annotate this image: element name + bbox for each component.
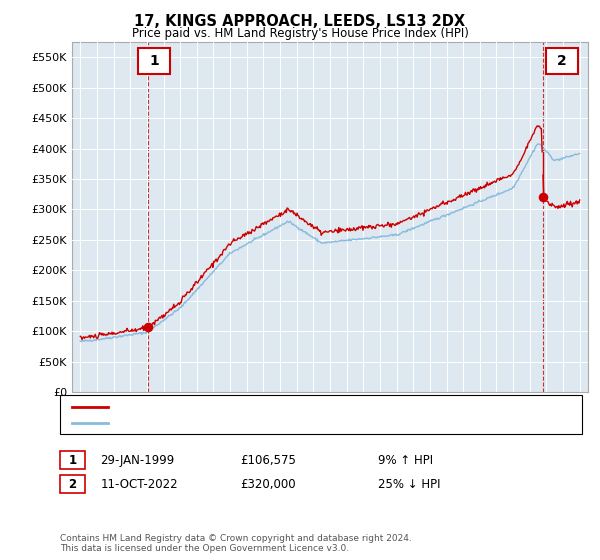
Text: 17, KINGS APPROACH, LEEDS, LS13 2DX: 17, KINGS APPROACH, LEEDS, LS13 2DX bbox=[134, 14, 466, 29]
Point bbox=[538, 193, 548, 202]
Point bbox=[143, 323, 153, 332]
Text: HPI: Average price, detached house, Leeds: HPI: Average price, detached house, Leed… bbox=[114, 418, 353, 428]
Text: Contains HM Land Registry data © Crown copyright and database right 2024.
This d: Contains HM Land Registry data © Crown c… bbox=[60, 534, 412, 553]
Text: 17, KINGS APPROACH, LEEDS, LS13 2DX (detached house): 17, KINGS APPROACH, LEEDS, LS13 2DX (det… bbox=[114, 402, 440, 412]
Text: 25% ↓ HPI: 25% ↓ HPI bbox=[378, 478, 440, 491]
Text: 9% ↑ HPI: 9% ↑ HPI bbox=[378, 454, 433, 467]
Text: £320,000: £320,000 bbox=[240, 478, 296, 491]
Text: £106,575: £106,575 bbox=[240, 454, 296, 467]
Text: 29-JAN-1999: 29-JAN-1999 bbox=[100, 454, 175, 467]
Text: 2: 2 bbox=[557, 54, 567, 68]
Text: 11-OCT-2022: 11-OCT-2022 bbox=[100, 478, 178, 491]
Text: 1: 1 bbox=[68, 454, 77, 467]
Text: 1: 1 bbox=[149, 54, 159, 68]
Text: Price paid vs. HM Land Registry's House Price Index (HPI): Price paid vs. HM Land Registry's House … bbox=[131, 27, 469, 40]
Text: 2: 2 bbox=[68, 478, 77, 491]
